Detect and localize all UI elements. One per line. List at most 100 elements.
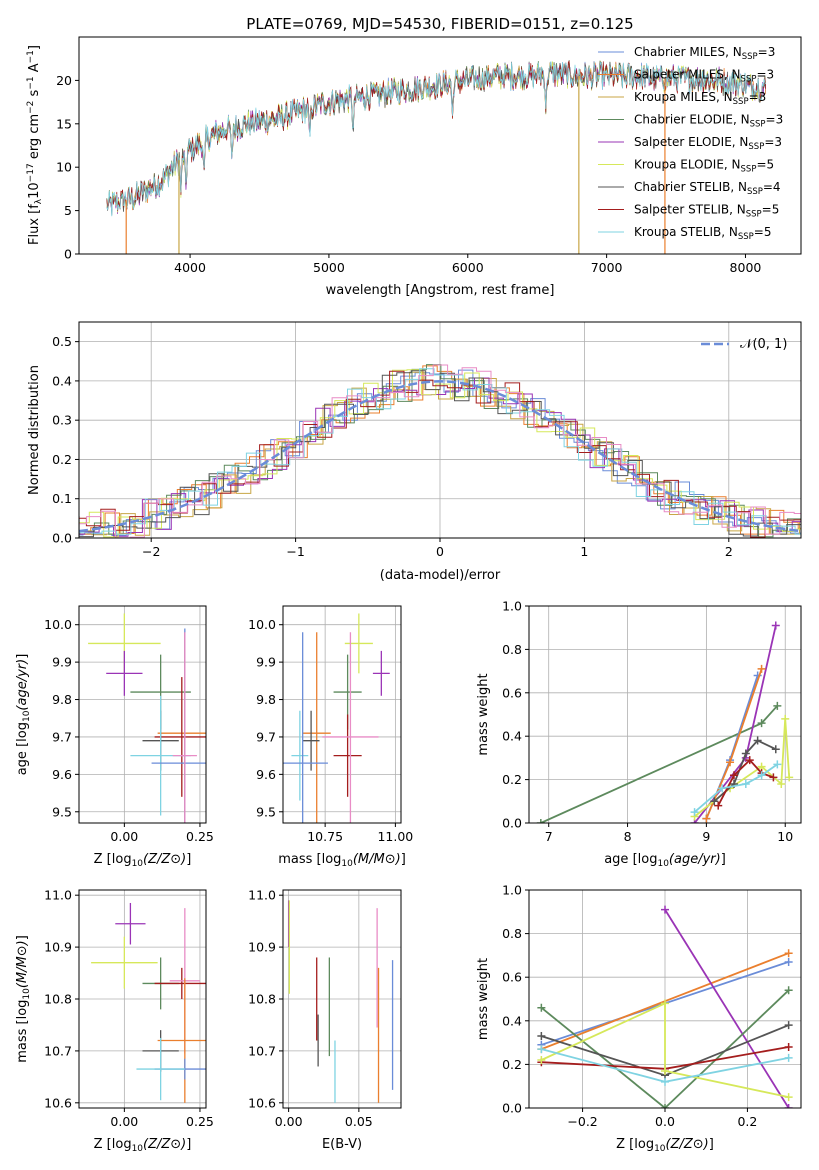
error-bars [283,613,390,823]
y-tick-label: 9.7 [256,729,276,744]
weight-marker-krou_elodie [661,999,669,1008]
x-tick-label: 6000 [452,260,484,275]
axes-frame [282,605,402,824]
legend-entry: Kroupa STELIB, NSSP=5 [634,225,772,242]
axes-frame [78,36,802,255]
weight-marker-salp_stelib [769,773,778,782]
x-tick-label: 5000 [313,260,345,275]
mass-vs-extinction-panel: 0.00 0.05 10.6 10.7 10.8 10.9 11.0 E(B-V) [248,888,402,1152]
x-axis-label: E(B-V) [322,1137,362,1152]
weight-marker-chab_miles [784,957,793,966]
mass-vs-metallicity-panel: 0.00 0.25 10.6 10.7 10.8 10.9 11.0 Z [log10(Z/Z… [15,888,214,1154]
y-tick-label: 10.9 [44,940,72,955]
weight-marker-krou_stelib [718,784,727,793]
legend-entry: Salpeter ELODIE, NSSP=3 [634,135,782,152]
legend-entry: Chabrier MILES, NSSP=3 [634,45,775,62]
weight-marker-krou_elodie [785,773,794,782]
y-tick-label: 0.4 [502,729,522,744]
histogram-chab_stelib [79,370,801,538]
legend-entry-normal: 𝒩(0, 1) [740,337,787,352]
x-tick-label: 1 [580,544,588,559]
y-tick-label: 0.1 [52,491,72,506]
legend-entry: Salpeter MILES, NSSP=3 [634,68,774,85]
weight-marker-krou_elodie [661,1066,669,1075]
y-tick-label: 10.9 [248,940,276,955]
y-tick-label: 0 [64,247,72,262]
histograms [79,364,801,538]
spectrum-legend: Chabrier MILES, NSSP=3 Salpeter MILES, NS… [598,45,783,242]
x-tick-label: 8000 [730,260,762,275]
weight-marker-krou_stelib [757,771,766,780]
weight-lines [536,621,794,823]
y-tick-label: 0.0 [502,816,522,831]
y-tick-label: 0.2 [52,452,72,467]
x-axis-label: Z [log10(Z/Z⊙)] [94,852,192,869]
y-tick-label: 11.0 [44,888,72,903]
y-tick-label: 0.5 [52,334,72,349]
axes-frame [78,605,207,824]
x-tick-label: 2 [725,544,733,559]
x-tick-label: 10.75 [307,829,343,844]
y-axis-label: mass weight [476,673,491,755]
age-vs-metallicity-panel: 0.00 0.25 9.5 9.6 9.7 9.8 9.9 10.0 Z [log10(Z/Z⊙… [15,605,214,869]
axes-frame [528,605,802,824]
y-tick-label: 0.0 [52,531,72,546]
weight-marker-krou_elodie [781,714,790,723]
legend-entry: Chabrier STELIB, NSSP=4 [634,180,781,197]
y-tick-label: 9.9 [256,655,276,670]
y-tick-label: 0.2 [502,1057,522,1072]
error-bars [91,902,206,1103]
x-tick-label: 10 [777,829,793,844]
legend-entry: Chabrier ELODIE, NSSP=3 [634,113,783,130]
histogram-chab_elodie [79,364,801,538]
y-tick-label: 9.5 [256,804,276,819]
weight-marker-salp_stelib [745,756,754,765]
age-vs-mass-panel: 10.75 11.00 9.5 9.6 9.7 9.8 9.9 10.0 mass [log10… [248,605,413,869]
y-tick-label: 0.2 [502,772,522,787]
x-axis-label: Z [log10(Z/Z⊙)] [94,1137,192,1154]
weight-marker-krou_stelib [690,808,699,817]
legend-entry: Kroupa ELODIE, NSSP=5 [634,158,774,175]
y-tick-label: 0.4 [52,373,72,388]
y-tick-label: 0.8 [502,642,522,657]
x-tick-label: 11.00 [377,829,413,844]
y-tick-label: 0.6 [502,685,522,700]
y-axis-label: age [log10(age/yr)] [15,654,32,776]
weight-marker-salp_stelib [784,1042,793,1051]
x-tick-label: 0.00 [110,829,138,844]
y-tick-label: 0.0 [502,1101,522,1116]
y-tick-label: 11.0 [248,888,276,903]
weight-marker-krou_elodie [777,779,786,788]
weight-marker-chab_elodie [757,719,766,728]
x-tick-label: 7000 [591,260,623,275]
weight-marker-salp_miles [784,949,793,958]
x-axis-label: age [log10(age/yr)] [604,852,726,869]
spectra-lines [106,59,767,254]
weight-marker-chab_elodie [784,986,793,995]
x-tick-label: 0.00 [275,1114,303,1129]
x-axis-label: wavelength [Angstrom, rest frame] [326,283,555,298]
weight-marker-salp_miles [757,664,766,673]
weight-marker-chab_stelib [537,1032,546,1041]
histogram-pink [79,364,801,538]
y-tick-label: 20 [56,73,72,88]
axes-frame [78,321,802,539]
weight-line-salp_elodie [664,909,790,1108]
y-tick-label: 10.0 [248,617,276,632]
weight-marker-salp_elodie [771,621,780,630]
spectrum-panel: 4000 5000 6000 7000 8000 0 5 10 15 20 wavelength [… [26,36,802,298]
y-tick-label: 0.6 [502,970,522,985]
y-axis-label: mass [log10(M/M⊙)] [15,935,32,1063]
x-tick-label: 0.05 [345,1114,373,1129]
weight-marker-krou_stelib [773,760,782,769]
residuals-panel: −2 −1 0 1 2 0.0 0.1 0.2 0.3 0.4 0.5 (data-model)/er… [27,321,802,583]
y-tick-label: 10.7 [44,1043,72,1058]
y-tick-label: 9.5 [52,804,72,819]
x-tick-label: 8 [624,829,632,844]
y-tick-label: 9.6 [256,767,276,782]
weight-marker-chab_elodie [537,1003,546,1012]
weight-lines [537,905,793,1108]
x-axis-label: mass [log10(M/M⊙)] [278,852,406,869]
axes-frame [528,889,802,1109]
